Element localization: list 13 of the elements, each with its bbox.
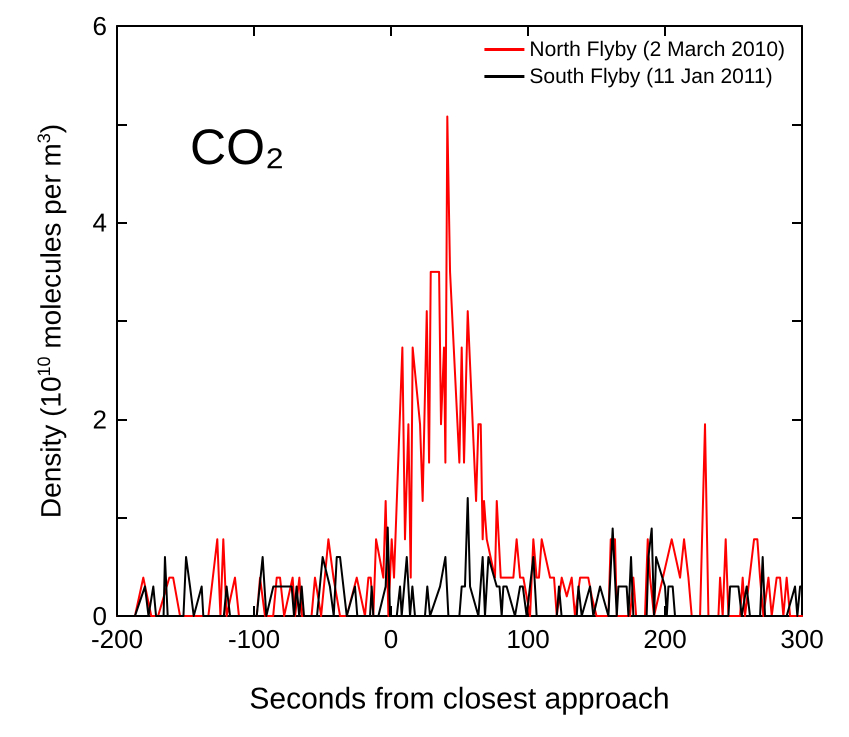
legend-label: South Flyby (11 Jan 2011) xyxy=(529,65,773,88)
y-tick-label: 2 xyxy=(92,404,107,434)
x-axis-title: Seconds from closest approach xyxy=(249,682,670,716)
legend-label: North Flyby (2 March 2010) xyxy=(529,38,786,61)
x-tick-label: 300 xyxy=(780,624,824,654)
x-tick-label: 0 xyxy=(384,624,398,654)
y-tick-label: 4 xyxy=(92,208,107,238)
x-tick-label: 200 xyxy=(643,624,687,654)
y-tick-label: 6 xyxy=(92,11,107,41)
x-tick-label: 100 xyxy=(506,624,550,654)
annotation: CO₂ xyxy=(190,119,284,175)
y-axis-title: Density (1010 molecules per m3) xyxy=(34,124,66,518)
x-tick-label: -100 xyxy=(228,624,280,654)
